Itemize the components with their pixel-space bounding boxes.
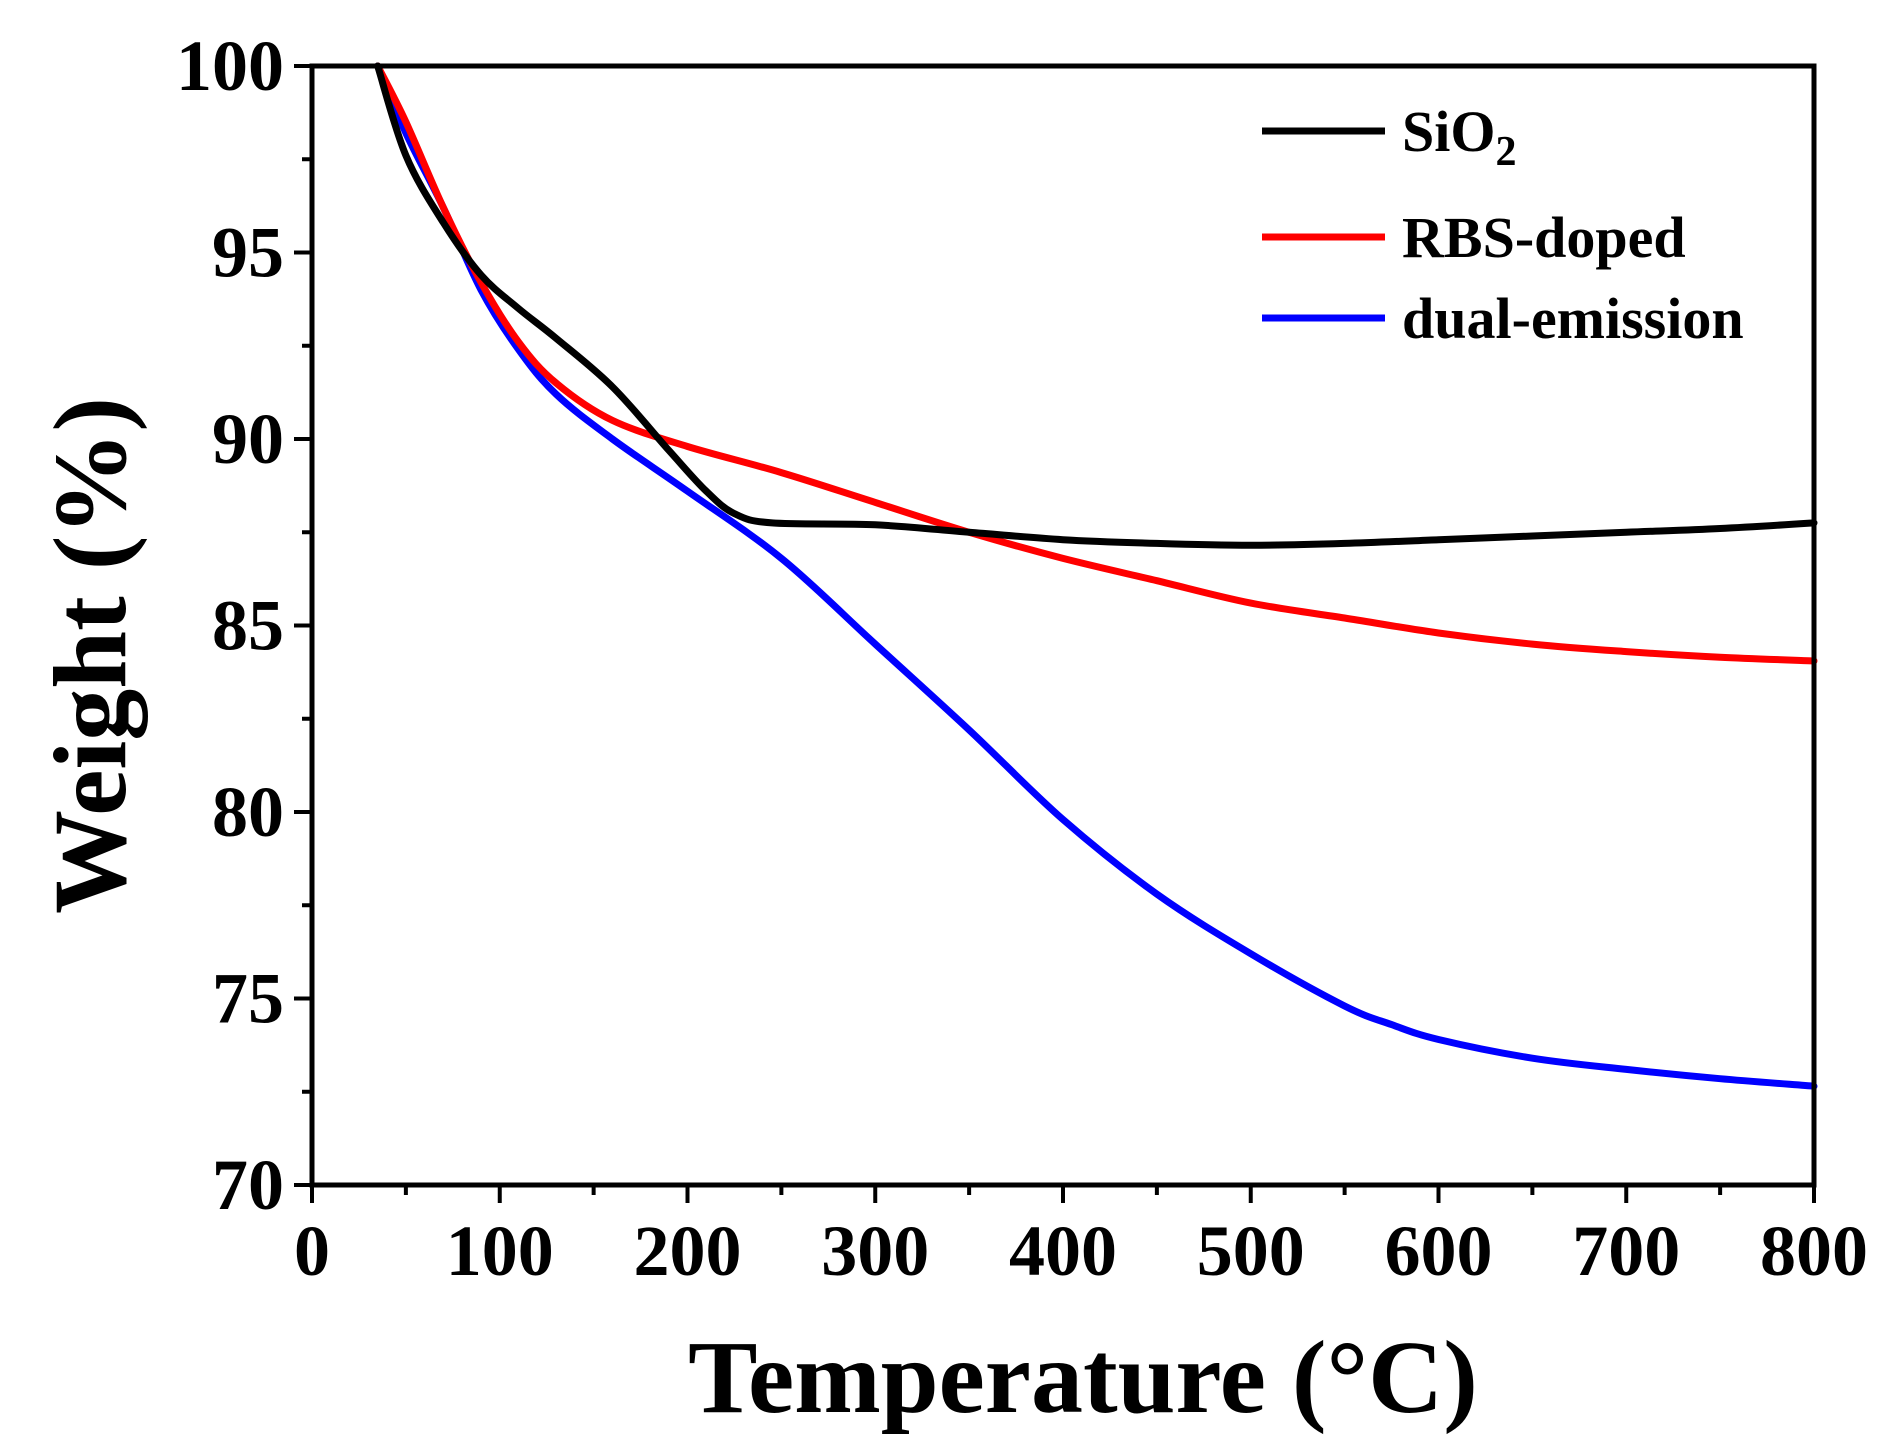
x-tick-label: 400 xyxy=(1009,1211,1117,1291)
legend-label-sio2: SiO2 xyxy=(1402,99,1517,175)
legend-label-dual-emission: dual-emission xyxy=(1402,286,1744,351)
y-tick-label: 85 xyxy=(212,586,284,666)
legend-label-rbs-doped: RBS-doped xyxy=(1402,205,1686,270)
plot-frame xyxy=(309,63,1817,1188)
x-tick-label: 800 xyxy=(1760,1211,1868,1291)
y-tick-label: 70 xyxy=(212,1145,284,1225)
series-lines xyxy=(374,62,1818,1090)
x-tick-label: 0 xyxy=(294,1211,330,1291)
tick-labels: 0 100 200 300 400 500 600 700 800 70 75 80 85 90 95 100 xyxy=(176,26,1868,1291)
y-axis-title: Weight (%) xyxy=(33,397,148,914)
x-tick-label: 300 xyxy=(821,1211,929,1291)
y-tick-label: 95 xyxy=(212,213,284,293)
x-tick-label: 200 xyxy=(634,1211,742,1291)
y-tick-label: 100 xyxy=(176,26,284,106)
x-axis-title: Temperature (°C) xyxy=(688,1320,1478,1435)
x-tick-label: 500 xyxy=(1197,1211,1305,1291)
y-tick-label: 80 xyxy=(212,772,284,852)
y-tick-label: 90 xyxy=(212,399,284,479)
x-tick-label: 700 xyxy=(1572,1211,1680,1291)
tick-marks xyxy=(294,64,1816,1203)
series-line-sio2 xyxy=(374,62,1818,549)
series-line-dual-emission xyxy=(374,62,1818,1090)
y-tick-label: 75 xyxy=(212,959,284,1039)
x-tick-label: 600 xyxy=(1385,1211,1493,1291)
legend-label-sio2-subscript: 2 xyxy=(1496,129,1517,175)
legend: SiO2 RBS-doped dual-emission xyxy=(1262,99,1744,351)
x-tick-label: 100 xyxy=(446,1211,554,1291)
legend-label-sio2-main: SiO xyxy=(1402,99,1496,164)
